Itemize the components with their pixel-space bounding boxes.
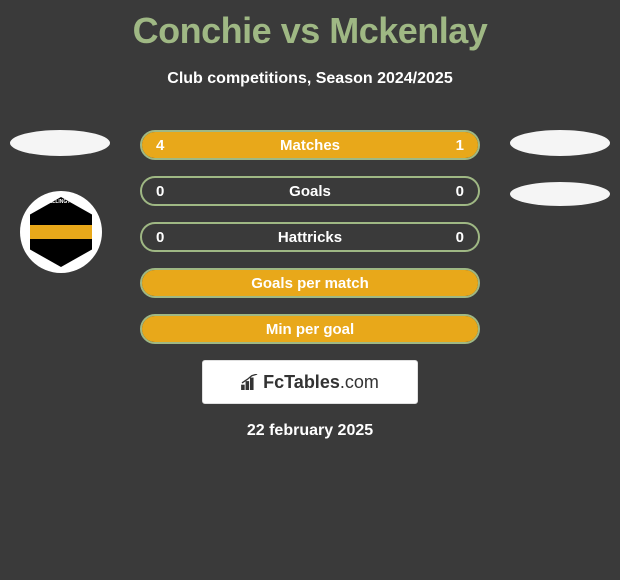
logo-text: FcTables.com — [263, 372, 379, 393]
club-left-crest-icon: WELLINGTON — [20, 191, 102, 273]
stat-bar-matches: 4 Matches 1 — [140, 130, 480, 160]
bar-value-right: 0 — [456, 183, 464, 200]
bar-value-left: 0 — [156, 183, 164, 200]
stat-bar-min-per-goal: Min per goal — [140, 314, 480, 344]
bar-value-left: 0 — [156, 229, 164, 246]
stat-bar-hattricks: 0 Hattricks 0 — [140, 222, 480, 252]
comparison-bars: 4 Matches 1 0 Goals 0 0 Hattricks 0 Go — [140, 130, 480, 344]
comparison-date: 22 february 2025 — [0, 422, 620, 440]
bar-label: Hattricks — [278, 229, 342, 246]
chart-icon — [241, 374, 259, 390]
comparison-subtitle: Club competitions, Season 2024/2025 — [0, 70, 620, 88]
bar-value-left: 4 — [156, 137, 164, 154]
comparison-title: Conchie vs Mckenlay — [0, 0, 620, 52]
player-right-placeholder-icon — [510, 130, 610, 156]
crest-label: WELLINGTON — [44, 199, 78, 205]
bar-label: Matches — [280, 137, 340, 154]
site-logo: FcTables.com — [202, 360, 418, 404]
bar-label: Min per goal — [266, 321, 354, 338]
bar-fill-right — [411, 132, 478, 158]
bar-label: Goals per match — [251, 275, 369, 292]
stat-bar-goals-per-match: Goals per match — [140, 268, 480, 298]
bar-label: Goals — [289, 183, 331, 200]
bar-fill-left — [142, 132, 411, 158]
bar-value-right: 1 — [456, 137, 464, 154]
player-left-placeholder-icon — [10, 130, 110, 156]
club-right-placeholder-icon — [510, 182, 610, 206]
bar-value-right: 0 — [456, 229, 464, 246]
stat-bar-goals: 0 Goals 0 — [140, 176, 480, 206]
